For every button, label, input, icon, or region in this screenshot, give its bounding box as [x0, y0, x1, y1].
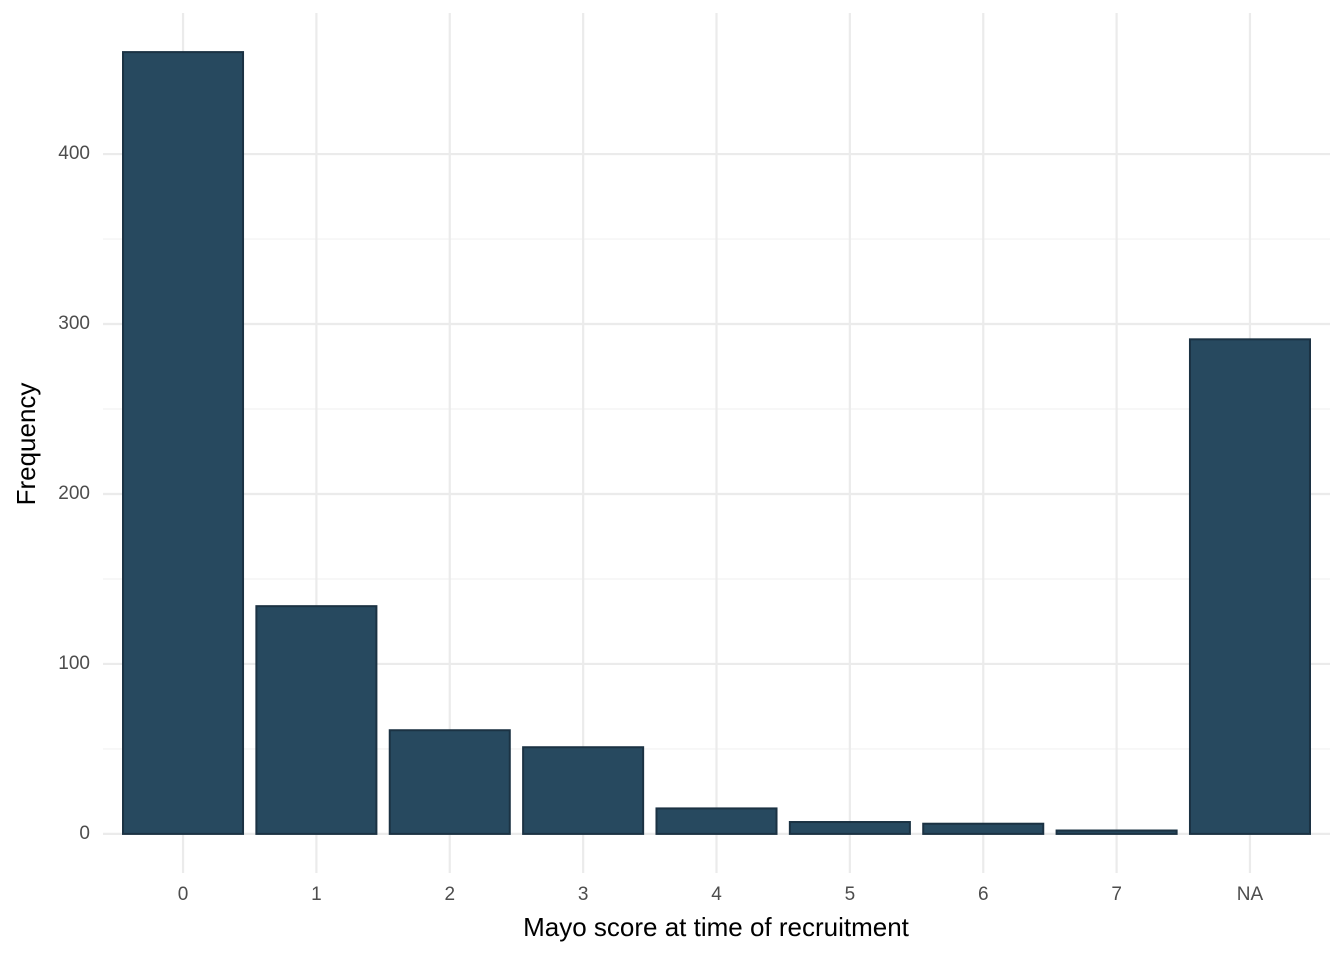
x-tick-label: 4 [711, 884, 722, 905]
bar [255, 605, 378, 835]
y-tick-label: 400 [58, 143, 90, 164]
bars [122, 51, 1311, 835]
y-tick-label: 200 [58, 483, 90, 504]
x-tick-label: 7 [1111, 884, 1122, 905]
x-tick-label: 2 [444, 884, 455, 905]
x-tick-label: 0 [178, 884, 189, 905]
y-axis-title: Frequency [11, 383, 41, 506]
x-tick-label: 5 [845, 884, 856, 905]
bar [1188, 338, 1311, 835]
x-tick-label: NA [1237, 884, 1264, 905]
x-tick-label: 6 [978, 884, 989, 905]
bar [922, 822, 1045, 835]
bar [122, 51, 245, 835]
bar [388, 729, 511, 835]
bar [788, 821, 911, 835]
y-tick-label: 0 [79, 823, 90, 844]
x-tick-label: 3 [578, 884, 589, 905]
x-tick-label: 1 [311, 884, 322, 905]
bar [1055, 829, 1178, 835]
bar [655, 807, 778, 835]
y-tick-label: 300 [58, 313, 90, 334]
bar [522, 746, 645, 835]
y-tick-label: 100 [58, 653, 90, 674]
x-axis-title: Mayo score at time of recruitment [523, 912, 910, 942]
